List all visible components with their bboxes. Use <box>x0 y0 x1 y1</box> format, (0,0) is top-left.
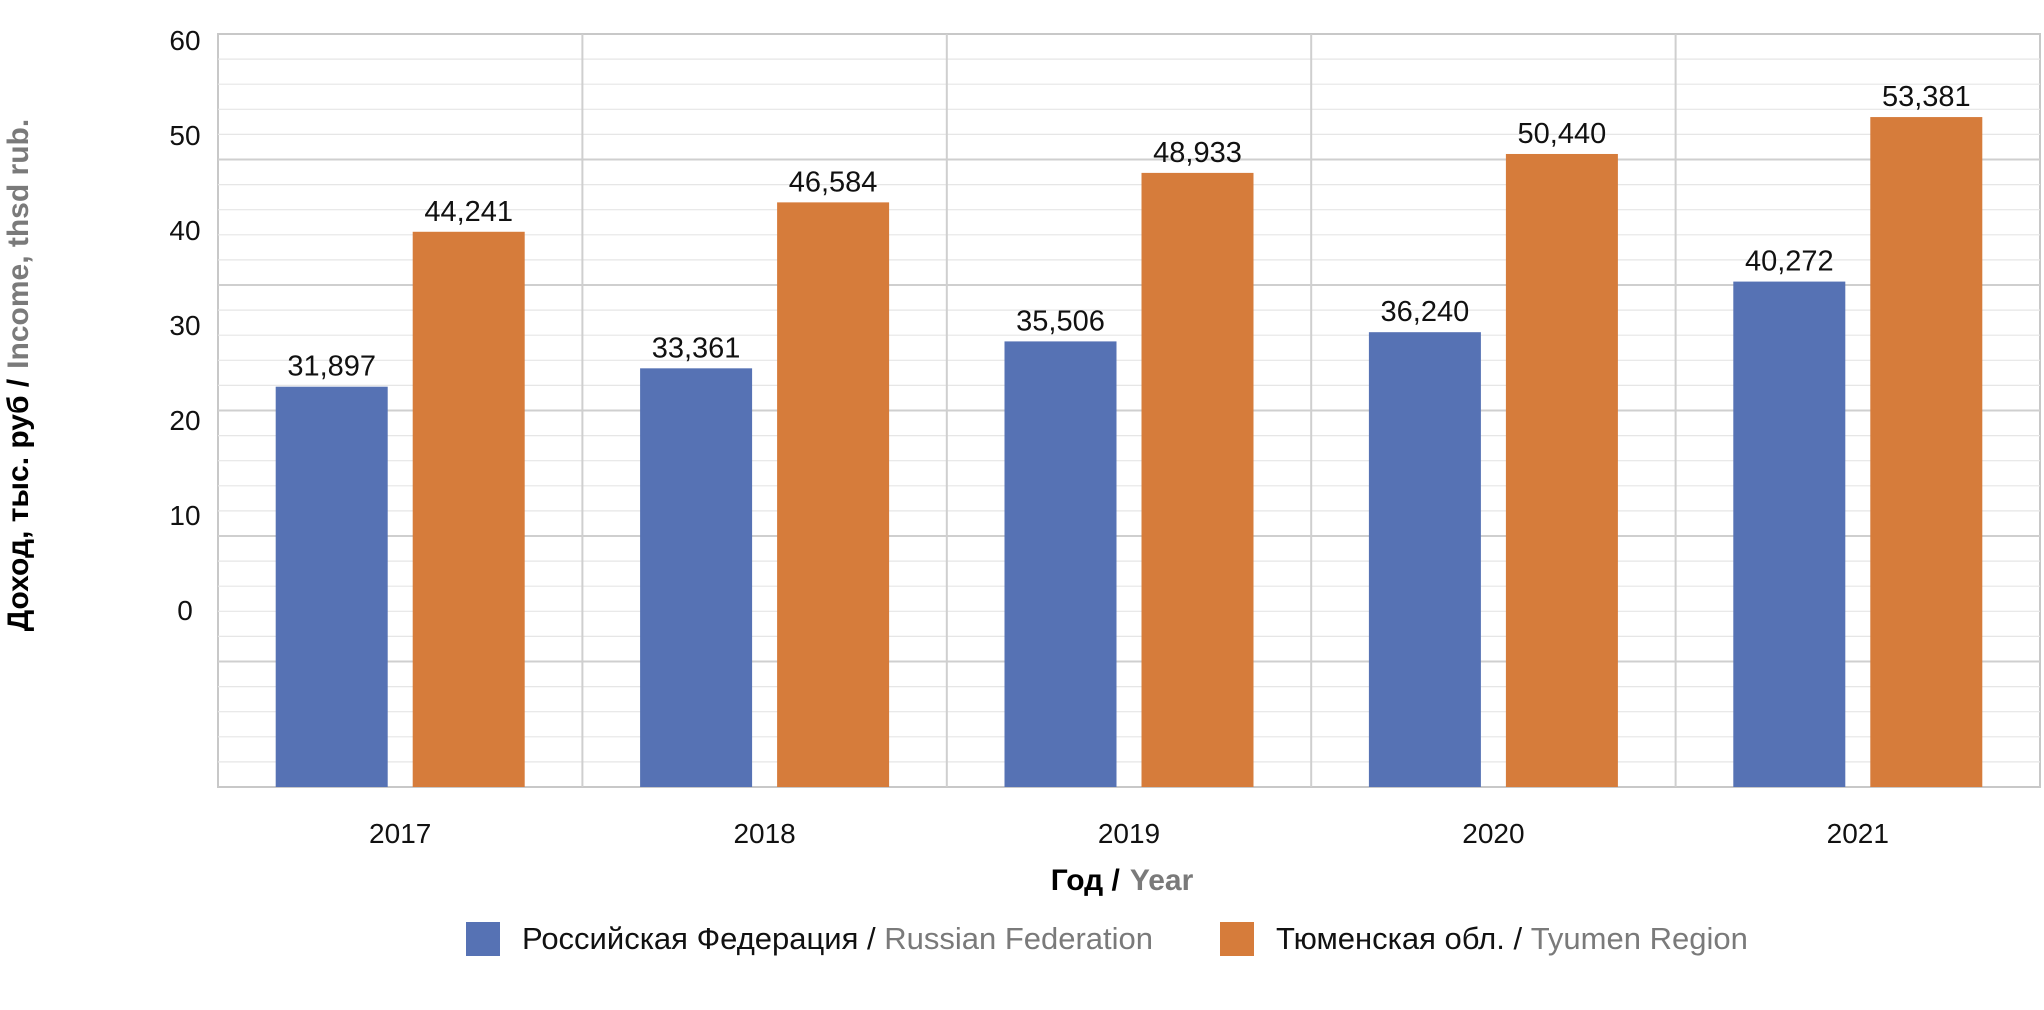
x-tick-label: 2019 <box>1098 818 1160 849</box>
x-axis-title-en: Year <box>1130 864 1194 897</box>
y-tick-label: 40 <box>169 215 200 246</box>
bar-russian-federation-2018 <box>640 368 753 787</box>
x-axis-ticks: 2017 2018 2019 2020 2021 <box>369 818 1889 849</box>
bar-russian-federation-2020 <box>1368 332 1481 787</box>
legend-label-ru: Тюменская обл. / <box>1276 921 1523 956</box>
data-label: 46,584 <box>789 166 878 198</box>
bar-tyumen-region-2019 <box>1141 172 1254 787</box>
x-axis-title-ru: Год / <box>1051 864 1121 897</box>
y-tick-label: 10 <box>169 500 200 531</box>
x-tick-label: 2018 <box>733 818 795 849</box>
legend-swatch-tyumen-region <box>1220 922 1254 956</box>
x-tick-label: 2021 <box>1827 818 1889 849</box>
legend-item-tyumen-region: Тюменская обл. / Tyumen Region <box>1220 921 1748 957</box>
data-label: 53,381 <box>1882 81 1971 113</box>
legend-label-ru: Российская Федерация / <box>522 921 876 956</box>
bar-russian-federation-2017 <box>275 386 388 787</box>
data-label: 50,440 <box>1518 118 1607 150</box>
data-label: 33,361 <box>652 332 741 364</box>
y-tick-label: 30 <box>169 310 200 341</box>
y-tick-label: 0 <box>177 595 193 626</box>
legend-item-russian-federation: Российская Федерация / Russian Federatio… <box>466 921 1153 957</box>
data-label: 44,241 <box>424 196 513 228</box>
chart-bars <box>275 117 1983 788</box>
data-label: 35,506 <box>1016 305 1105 337</box>
bar-tyumen-region-2021 <box>1870 117 1983 787</box>
bar-tyumen-region-2018 <box>777 202 890 788</box>
x-axis-title: Год / Year <box>1051 864 1194 897</box>
y-axis-ticks: 60 50 40 30 20 10 0 <box>169 25 200 626</box>
data-label: 36,240 <box>1381 296 1470 328</box>
x-tick-label: 2017 <box>369 818 431 849</box>
bar-russian-federation-2021 <box>1733 281 1846 787</box>
y-tick-label: 20 <box>169 405 200 436</box>
legend-label-en: Tyumen Region <box>1530 921 1748 956</box>
x-tick-label: 2020 <box>1462 818 1524 849</box>
legend-swatch-russian-federation <box>466 922 500 956</box>
bar-tyumen-region-2020 <box>1505 153 1618 787</box>
data-label: 31,897 <box>287 351 376 383</box>
chart-legend: Российская Федерация / Russian Federatio… <box>0 921 2044 971</box>
legend-label-en: Russian Federation <box>884 921 1154 956</box>
bar-tyumen-region-2017 <box>412 231 525 787</box>
data-label: 40,272 <box>1745 246 1834 278</box>
y-axis-title: Доход, тыс. руб / Income, thsd rub. <box>2 119 35 631</box>
y-tick-label: 60 <box>169 25 200 56</box>
y-tick-label: 50 <box>169 120 200 151</box>
bar-russian-federation-2019 <box>1004 341 1117 787</box>
data-label: 48,933 <box>1153 137 1242 169</box>
y-axis-title-en: Income, thsd rub. <box>2 119 35 369</box>
data-labels: 31,897 44,241 33,361 46,584 35,506 48,933 36,2… <box>287 81 1970 383</box>
y-axis-title-ru: Доход, тыс. руб / <box>2 378 35 631</box>
